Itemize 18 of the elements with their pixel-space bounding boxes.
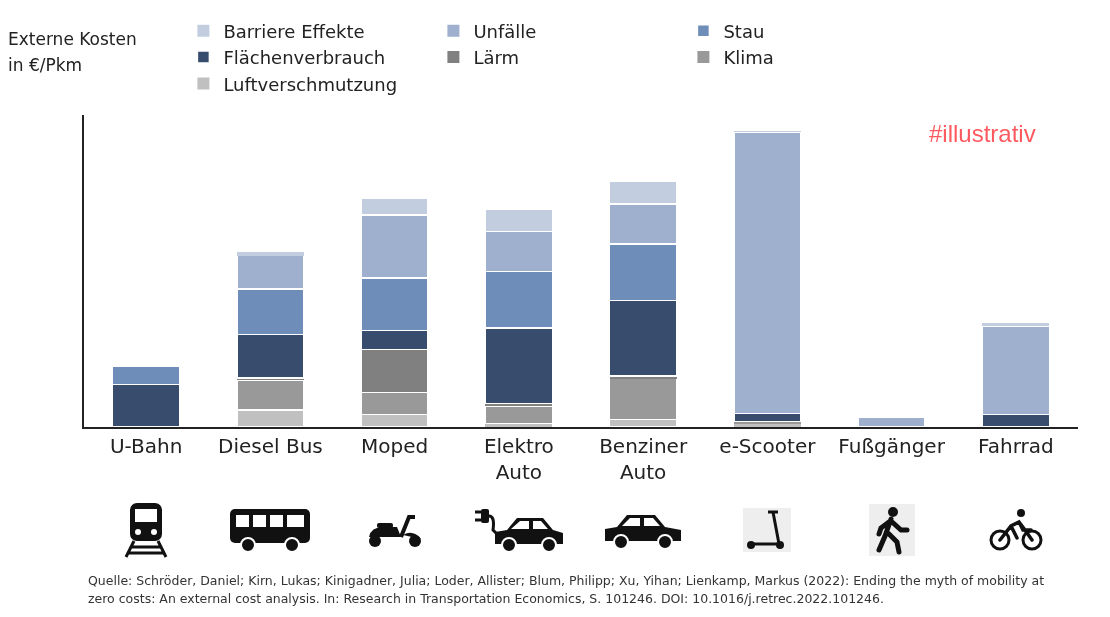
legend-label: Luftverschmutzung	[223, 73, 398, 95]
x-tick-label: Fahrrad	[978, 434, 1054, 458]
legend-label: Stau	[723, 20, 765, 42]
annotation: #illustrativ	[929, 120, 1036, 147]
source-note: Quelle: Schröder, Daniel; Kirn, Lukas; Kinigadner, Julia; Loder, Allister; Blum, Philipp; Xu, Yihan; Lienkamp, Markus (2022): Ending the myth of mobility at zero costs: An external cost analysis. In: Research in Transportation Economics, S. 101246. DOI: 10.1016/j.retrec.2022.101246.	[88, 572, 1046, 608]
x-tick-label: Elektro Auto	[483, 434, 554, 484]
x-tick-label: Moped	[361, 434, 429, 458]
legend-label: Barriere Effekte	[223, 20, 365, 42]
y-axis-title: Externe Kosten in €/Pkm	[8, 28, 138, 77]
x-tick-label: Benziner Auto	[599, 434, 688, 484]
x-tick-label: e-Scooter	[719, 434, 817, 458]
x-tick-label: U-Bahn	[109, 434, 183, 458]
x-tick-label: Diesel Bus	[218, 434, 323, 458]
legend-label: Flächenverbrauch	[223, 47, 386, 69]
legend-label: Unfälle	[473, 20, 537, 42]
x-tick-label: Fußgänger	[838, 434, 946, 458]
legend-label: Lärm	[473, 47, 520, 69]
legend-label: Klima	[723, 47, 774, 69]
